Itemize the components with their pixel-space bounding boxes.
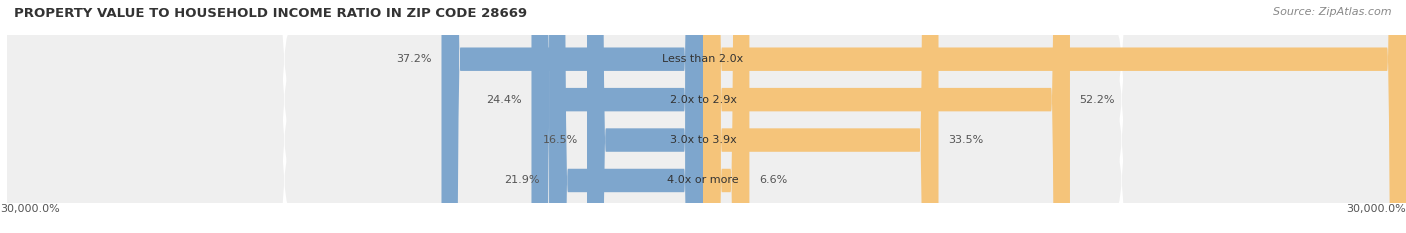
Text: 37.2%: 37.2% [396, 54, 432, 64]
Text: PROPERTY VALUE TO HOUSEHOLD INCOME RATIO IN ZIP CODE 28669: PROPERTY VALUE TO HOUSEHOLD INCOME RATIO… [14, 7, 527, 20]
Text: 21.9%: 21.9% [505, 175, 540, 185]
Text: 33.5%: 33.5% [948, 135, 983, 145]
Text: 24.4%: 24.4% [486, 95, 522, 105]
Text: 4.0x or more: 4.0x or more [668, 175, 738, 185]
Text: 30,000.0%: 30,000.0% [1347, 204, 1406, 214]
FancyBboxPatch shape [7, 0, 1399, 233]
FancyBboxPatch shape [703, 0, 939, 233]
FancyBboxPatch shape [548, 0, 703, 233]
FancyBboxPatch shape [588, 0, 703, 233]
Text: 16.5%: 16.5% [543, 135, 578, 145]
Text: Less than 2.0x: Less than 2.0x [662, 54, 744, 64]
Text: 52.2%: 52.2% [1080, 95, 1115, 105]
FancyBboxPatch shape [531, 0, 703, 233]
FancyBboxPatch shape [703, 0, 749, 233]
FancyBboxPatch shape [7, 0, 1399, 233]
Text: 3.0x to 3.9x: 3.0x to 3.9x [669, 135, 737, 145]
Text: 6.6%: 6.6% [759, 175, 787, 185]
FancyBboxPatch shape [703, 0, 1070, 233]
Text: 30,000.0%: 30,000.0% [0, 204, 59, 214]
Text: 2.0x to 2.9x: 2.0x to 2.9x [669, 95, 737, 105]
FancyBboxPatch shape [7, 0, 1399, 233]
FancyBboxPatch shape [703, 0, 1406, 233]
Text: Source: ZipAtlas.com: Source: ZipAtlas.com [1274, 7, 1392, 17]
FancyBboxPatch shape [441, 0, 703, 233]
FancyBboxPatch shape [7, 0, 1399, 233]
